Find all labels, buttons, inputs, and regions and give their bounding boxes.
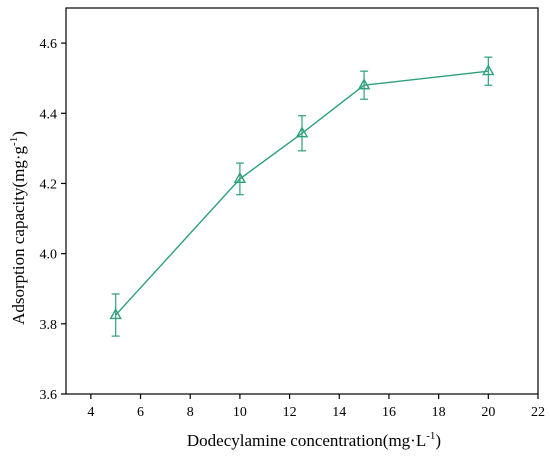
data-point — [357, 70, 371, 100]
data-point — [482, 56, 495, 86]
data-point — [295, 115, 309, 152]
x-tick-label: 14 — [332, 405, 346, 420]
x-axis-title: Dodecylamine concentration(mg·L-1) — [187, 430, 441, 450]
y-tick-label: 3.6 — [40, 388, 58, 403]
x-tick-label: 18 — [432, 405, 446, 420]
triangle-marker — [357, 78, 371, 90]
x-tick-label: 22 — [531, 405, 545, 420]
x-tick-label: 12 — [283, 405, 297, 420]
series-line — [115, 70, 489, 316]
y-tick-label: 3.8 — [40, 318, 58, 333]
x-tick-label: 20 — [481, 405, 495, 420]
y-tick-label: 4.2 — [40, 177, 58, 192]
triangle-marker — [295, 126, 309, 138]
x-tick-label: 10 — [233, 405, 247, 420]
x-tick-label: 8 — [187, 405, 194, 420]
y-tick-label: 4.6 — [40, 37, 58, 52]
plot-area — [65, 7, 539, 395]
data-point — [109, 293, 122, 337]
data-point — [233, 162, 247, 196]
series-group — [109, 56, 495, 337]
x-axis-ticks: 4 6 8 10 12 14 16 18 20 22 — [87, 394, 545, 420]
x-tick-label: 6 — [137, 405, 144, 420]
y-tick-label: 4.4 — [40, 107, 58, 122]
plot-frame — [65, 7, 539, 395]
y-axis-title: Adsorption capacity(mg·g-1) — [8, 131, 28, 325]
triangle-marker — [482, 64, 495, 76]
triangle-marker — [109, 308, 122, 320]
x-tick-label: 16 — [382, 405, 396, 420]
triangle-marker — [233, 171, 247, 184]
y-tick-label: 4.0 — [40, 248, 58, 263]
x-tick-label: 4 — [87, 405, 94, 420]
y-axis-ticks: 3.6 3.8 4.0 4.2 4.4 4.6 — [40, 37, 66, 403]
